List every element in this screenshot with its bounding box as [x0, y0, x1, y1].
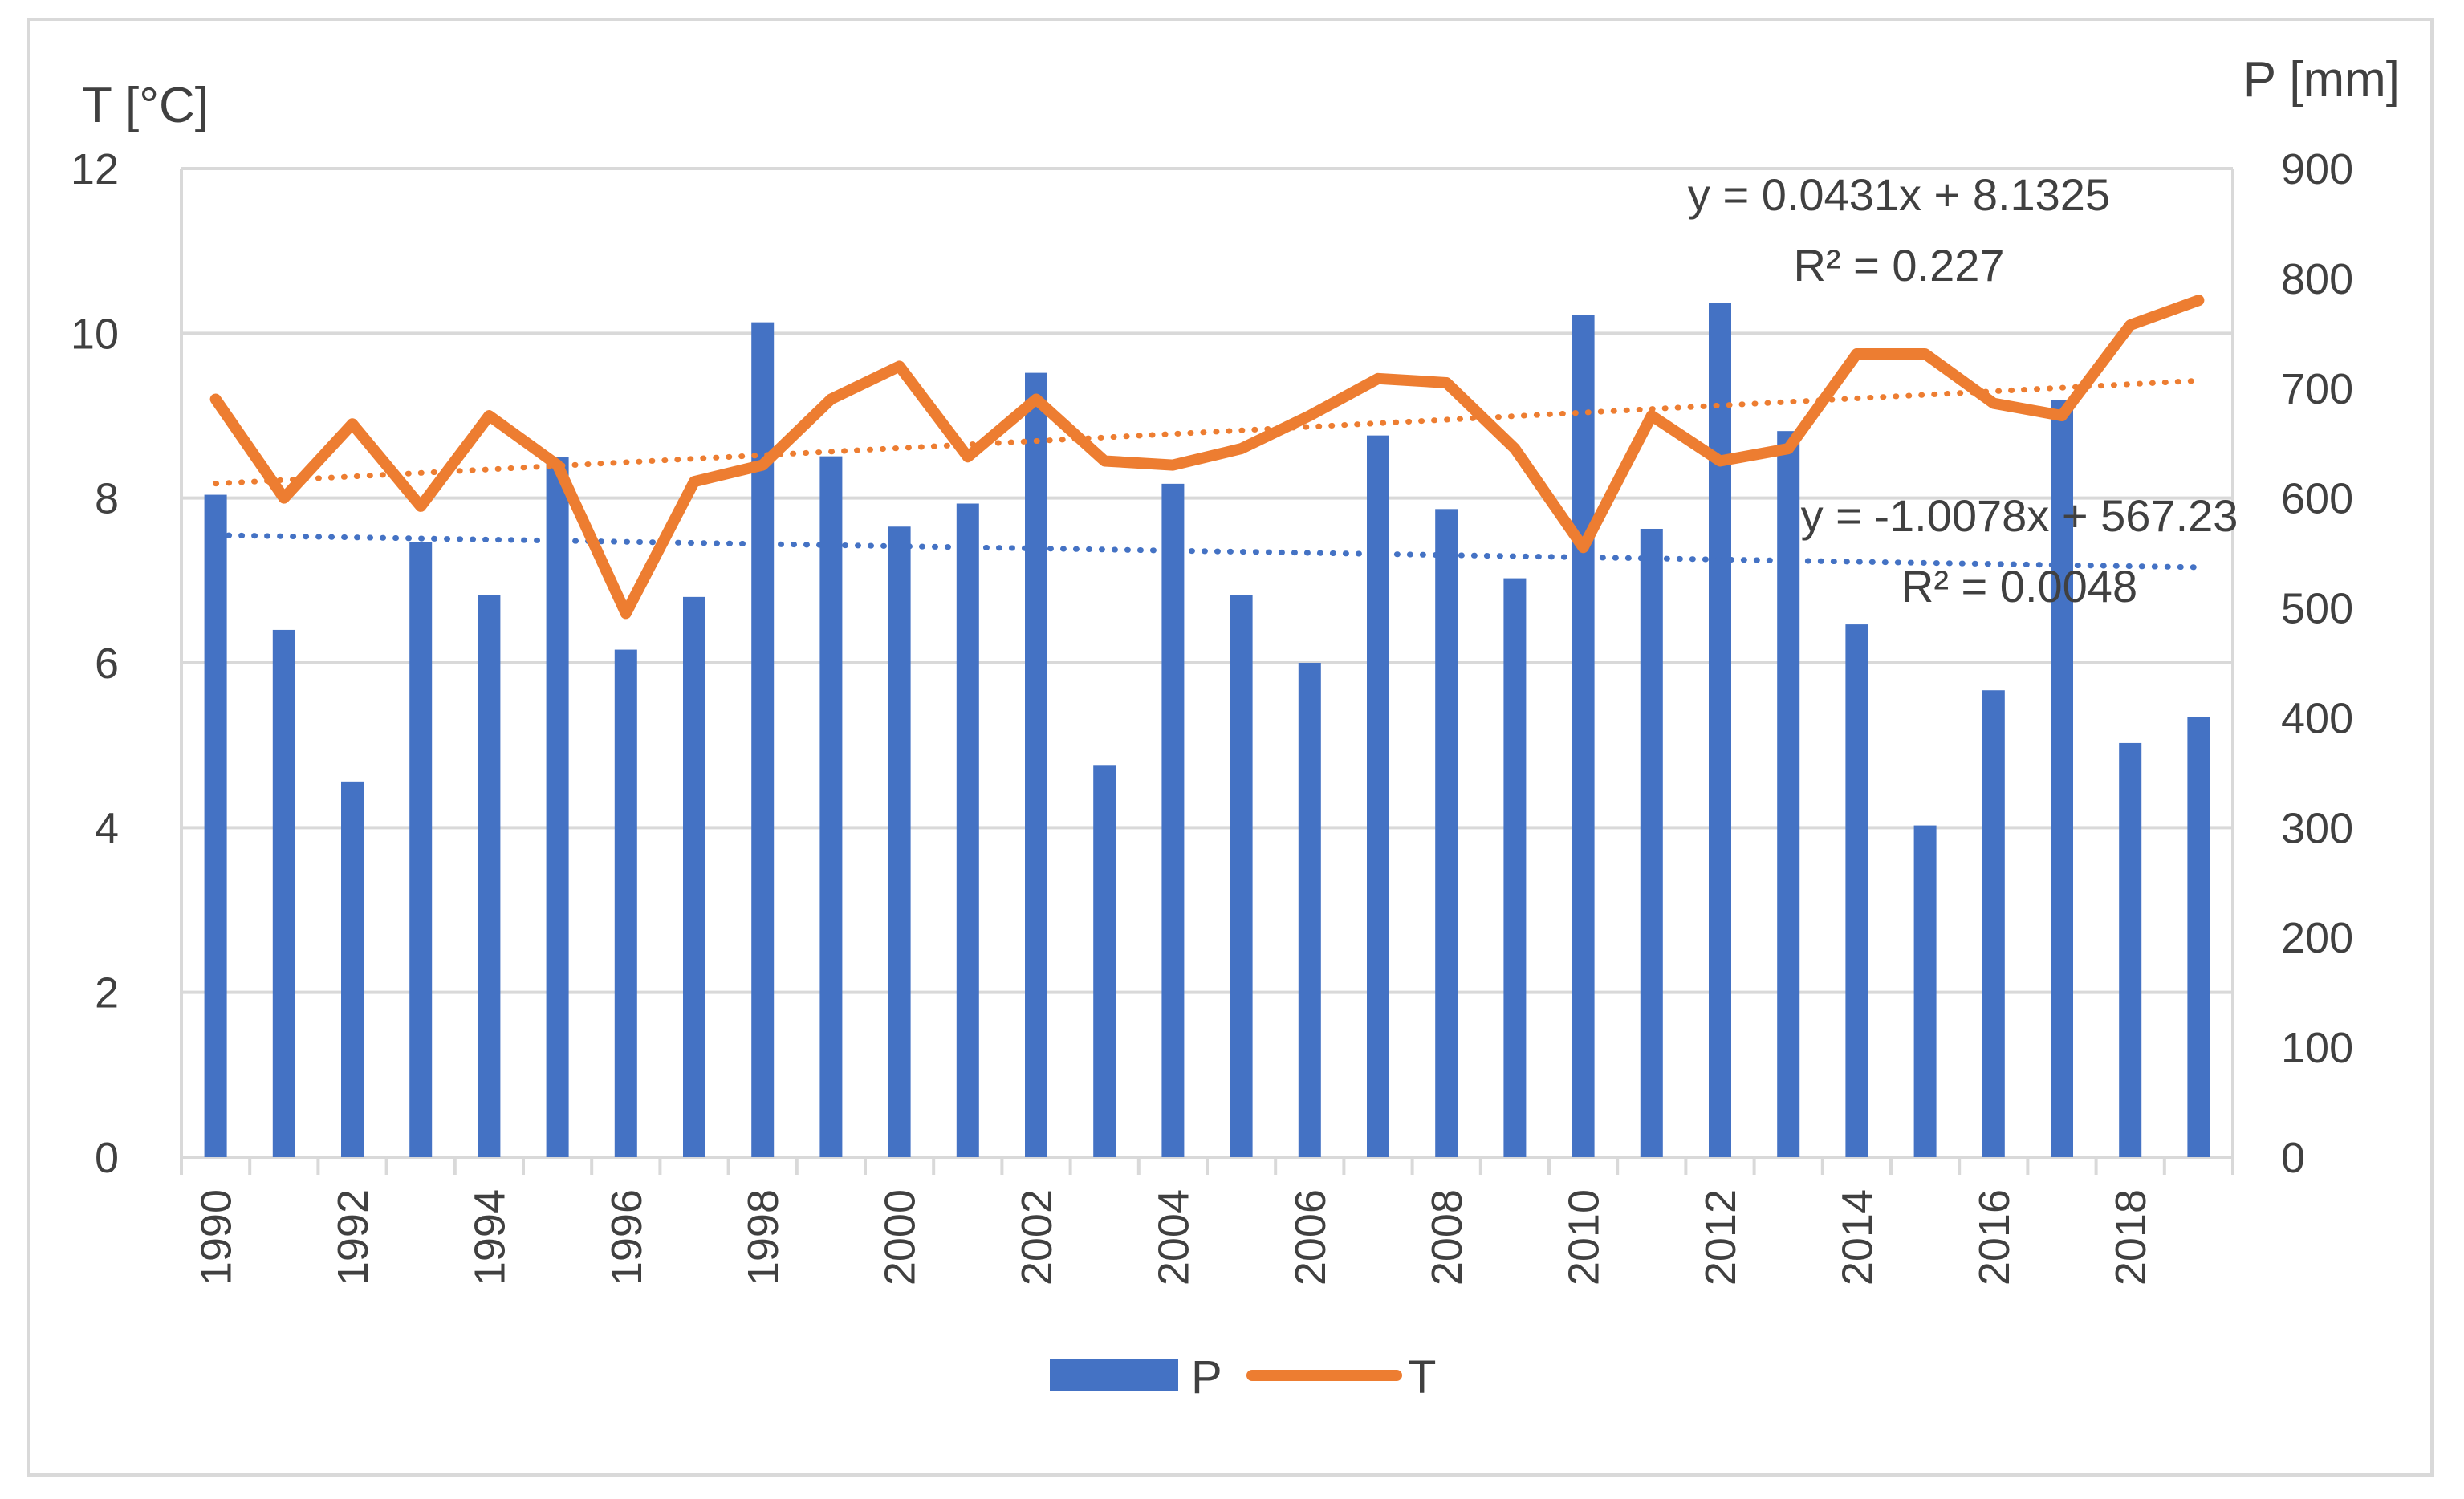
bar-P-2000 [888, 526, 911, 1157]
x-tick-label: 2018 [2107, 1189, 2155, 1286]
bar-P-2001 [956, 503, 979, 1157]
bar-P-1998 [751, 322, 775, 1158]
left-tick-label: 6 [95, 640, 119, 688]
left-tick-label: 8 [95, 475, 119, 523]
right-tick-label: 400 [2281, 694, 2353, 742]
bar-P-2008 [1435, 509, 1458, 1157]
right-tick-label: 800 [2281, 255, 2353, 303]
x-tick-label: 1990 [193, 1189, 241, 1286]
bar-P-2003 [1093, 765, 1116, 1157]
bar-P-2019 [2187, 717, 2210, 1157]
legend-label-P: P [1191, 1351, 1222, 1404]
right-axis-title: P [mm] [2243, 52, 2400, 108]
right-tick-label: 700 [2281, 365, 2353, 413]
bar-P-2010 [1572, 315, 1595, 1157]
bar-P-1994 [478, 595, 501, 1157]
x-tick-label: 2014 [1833, 1189, 1881, 1286]
x-tick-label: 1992 [329, 1189, 377, 1286]
right-tick-label: 600 [2281, 475, 2353, 523]
x-tick-label: 2012 [1697, 1189, 1745, 1286]
bar-P-1999 [819, 456, 843, 1157]
left-tick-label: 12 [71, 145, 119, 193]
bar-P-2014 [1845, 624, 1868, 1157]
bar-P-2009 [1503, 578, 1527, 1157]
x-tick-label: 2016 [1970, 1189, 2019, 1286]
x-tick-label: 1994 [466, 1189, 514, 1286]
bar-P-1995 [546, 457, 569, 1157]
left-tick-label: 2 [95, 969, 119, 1018]
x-tick-label: 2008 [1423, 1189, 1471, 1286]
right-tick-label: 100 [2281, 1024, 2353, 1072]
left-tick-label: 4 [95, 804, 119, 852]
bar-P-2007 [1367, 435, 1389, 1157]
bar-P-2006 [1298, 663, 1321, 1157]
x-tick-label: 1996 [603, 1189, 651, 1286]
left-tick-label: 0 [95, 1134, 119, 1182]
bar-P-2018 [2119, 742, 2142, 1157]
bar-P-2015 [1913, 825, 1937, 1157]
bar-P-2013 [1777, 431, 1800, 1157]
trendline-T-r2: R² = 0.227 [1793, 240, 2004, 290]
x-tick-label: 1998 [739, 1189, 787, 1286]
bar-P-2017 [2051, 400, 2073, 1157]
left-axis-title: T [°C] [82, 78, 209, 133]
bar-P-2016 [1982, 690, 2005, 1157]
x-tick-label: 2004 [1149, 1189, 1197, 1286]
bar-P-2005 [1230, 595, 1253, 1157]
trendline-P-equation: y = -1.0078x + 567.23 [1801, 490, 2238, 541]
trendline-P-r2: R² = 0.0048 [1901, 561, 2137, 611]
right-tick-label: 500 [2281, 585, 2353, 633]
x-tick-label: 2002 [1013, 1189, 1061, 1286]
x-tick-label: 2006 [1287, 1189, 1335, 1286]
bar-P-2004 [1161, 483, 1185, 1157]
legend-swatch-P [1050, 1359, 1178, 1391]
trendline-P [213, 532, 2202, 571]
legend-label-T: T [1408, 1351, 1436, 1404]
bar-P-1992 [341, 781, 364, 1157]
trendline-T-equation: y = 0.0431x + 8.1325 [1688, 169, 2110, 220]
x-tick-label: 2000 [876, 1189, 925, 1286]
bar-P-1991 [272, 629, 295, 1157]
trendline-T [213, 377, 2202, 487]
right-tick-label: 0 [2281, 1134, 2305, 1182]
right-tick-label: 200 [2281, 914, 2353, 962]
bar-P-2012 [1709, 303, 1731, 1158]
left-tick-label: 10 [71, 310, 119, 358]
x-tick-label: 2010 [1560, 1189, 1608, 1286]
bar-P-1996 [614, 649, 637, 1157]
bar-P-1990 [204, 494, 227, 1157]
bar-P-2011 [1640, 528, 1663, 1157]
right-tick-label: 900 [2281, 145, 2353, 193]
bar-P-1993 [409, 542, 433, 1157]
right-tick-label: 300 [2281, 804, 2353, 852]
bar-P-1997 [683, 596, 705, 1157]
bar-P-2002 [1025, 372, 1047, 1157]
line-T [209, 295, 2205, 620]
